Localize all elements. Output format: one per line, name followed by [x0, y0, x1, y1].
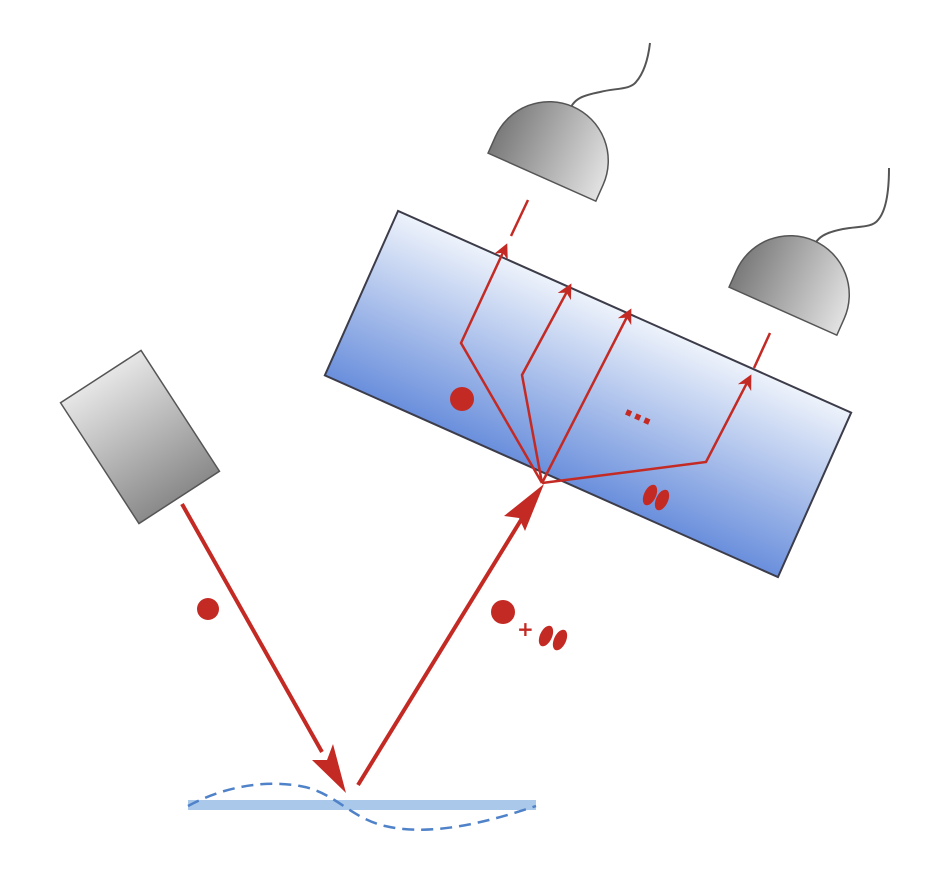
photodetector-icon [728, 234, 850, 337]
branch-beams: … [450, 199, 772, 511]
reflected-beam: + [356, 484, 568, 787]
filled-circle-icon [450, 387, 474, 411]
incident-arrowhead-icon [312, 744, 346, 793]
ellipse-pair-icon [538, 625, 568, 651]
photodetector-icon [487, 100, 609, 203]
plus-sign: + [517, 617, 534, 641]
detector-cable [568, 42, 651, 114]
reflective-surface [187, 782, 537, 831]
laser-source [59, 349, 221, 525]
ellipse-pair-icon [642, 484, 670, 511]
surface-wave [187, 782, 537, 831]
laser-source-icon [59, 349, 221, 525]
filled-circle-icon [491, 600, 515, 624]
detector-2 [728, 167, 890, 337]
detector-cable [811, 167, 890, 253]
reflected-arrowhead-icon [504, 484, 544, 531]
filled-circle-icon [197, 598, 219, 620]
surface-strip [188, 800, 536, 810]
incident-beam [180, 503, 346, 793]
detector-1 [487, 42, 651, 203]
